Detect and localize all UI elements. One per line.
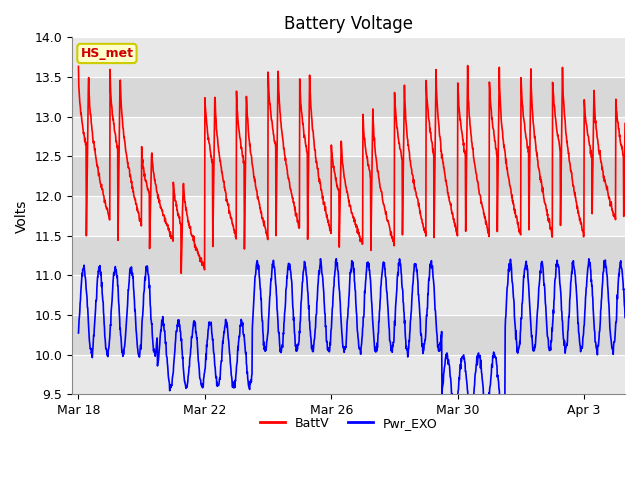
- Bar: [72, 37, 625, 77]
- Pwr_EXO: [319, 273, 326, 278]
- Pwr_EXO: [108, 298, 116, 303]
- Text: HS_met: HS_met: [81, 47, 134, 60]
- BattV: [378, 189, 385, 194]
- Legend: BattV, Pwr_EXO: BattV, Pwr_EXO: [255, 411, 443, 434]
- BattV: [108, 107, 116, 112]
- BattV: [319, 193, 326, 199]
- Bar: [72, 355, 625, 395]
- Title: Battery Voltage: Battery Voltage: [284, 15, 413, 33]
- Bar: [72, 117, 625, 156]
- Pwr_EXO: [378, 276, 385, 282]
- Line: Pwr_EXO: Pwr_EXO: [79, 259, 640, 480]
- Bar: [72, 156, 625, 196]
- BattV: [75, 63, 83, 69]
- Pwr_EXO: [440, 365, 448, 371]
- BattV: [177, 270, 185, 276]
- Pwr_EXO: [75, 330, 83, 336]
- Bar: [72, 236, 625, 276]
- BattV: [464, 63, 472, 69]
- BattV: [440, 168, 448, 173]
- BattV: [566, 159, 573, 165]
- Pwr_EXO: [332, 256, 340, 262]
- Line: BattV: BattV: [79, 66, 640, 273]
- Bar: [72, 196, 625, 236]
- BattV: [328, 151, 336, 156]
- Y-axis label: Volts: Volts: [15, 199, 29, 232]
- Bar: [72, 276, 625, 315]
- Pwr_EXO: [328, 319, 335, 324]
- Bar: [72, 77, 625, 117]
- Bar: [72, 315, 625, 355]
- Pwr_EXO: [565, 314, 573, 320]
